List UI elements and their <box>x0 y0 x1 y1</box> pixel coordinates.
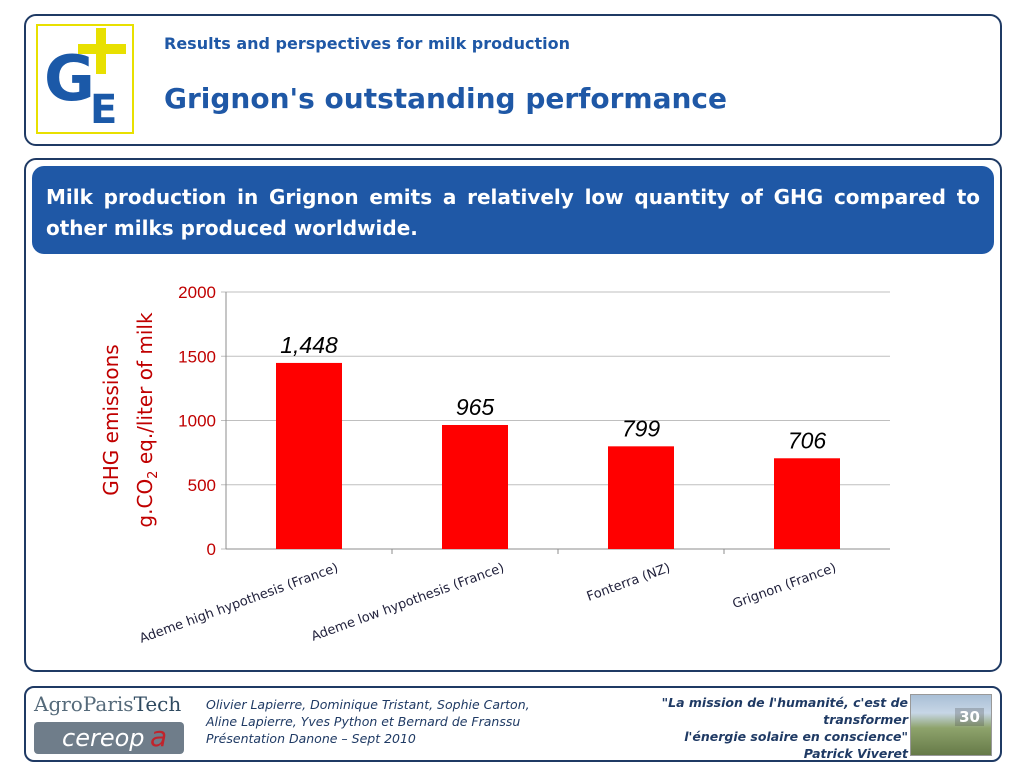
logo-letter-g: G <box>44 42 95 115</box>
agro-logo-part1: Agro <box>34 692 83 716</box>
data-label: 965 <box>456 394 495 420</box>
data-label: 706 <box>788 427 827 453</box>
bar <box>276 362 342 549</box>
quote-author: Patrick Viveret <box>803 746 908 761</box>
slide-title: Grignon's outstanding performance <box>164 82 727 115</box>
main-panel: Milk production in Grignon emits a relat… <box>24 158 1002 672</box>
bar <box>774 458 840 549</box>
section-subtitle: Results and perspectives for milk produc… <box>164 34 570 53</box>
campus-photo <box>910 694 992 756</box>
y-tick-label: 1000 <box>178 412 216 431</box>
agroparistech-logo: AgroParisTech <box>34 692 184 720</box>
y-tick-label: 500 <box>188 476 216 495</box>
quote-line-1: "La mission de l'humanité, c'est de tran… <box>661 695 908 727</box>
y-axis-title-line-1: GHG emissions <box>99 344 123 495</box>
logo-plus-horizontal <box>78 44 126 54</box>
agro-logo-part3: Tech <box>133 692 182 716</box>
cereopa-logo-main: cereop <box>62 724 145 752</box>
bar <box>608 446 674 549</box>
authors-line-2: Aline Lapierre, Yves Python et Bernard d… <box>206 714 521 729</box>
authors-credit: Olivier Lapierre, Dominique Tristant, So… <box>206 696 596 747</box>
category-label: Fonterra (NZ) <box>585 561 672 605</box>
quote: "La mission de l'humanité, c'est de tran… <box>578 694 908 762</box>
y-tick-label: 0 <box>207 540 216 559</box>
agro-logo-part2: Paris <box>82 692 134 716</box>
quote-line-2: l'énergie solaire en conscience" <box>684 729 908 744</box>
presentation-line: Présentation Danone – Sept 2010 <box>206 731 416 746</box>
y-tick-label: 2000 <box>178 283 216 302</box>
cereopa-logo-accent: a <box>150 720 168 753</box>
logo-letter-e: E <box>90 87 118 133</box>
ge-logo: G E <box>36 24 134 134</box>
authors-line-1: Olivier Lapierre, Dominique Tristant, So… <box>206 697 530 712</box>
footer-panel: AgroParisTech cereop a Olivier Lapierre,… <box>24 686 1002 762</box>
data-label: 1,448 <box>280 332 338 358</box>
y-tick-label: 1500 <box>178 347 216 366</box>
category-label: Grignon (France) <box>731 561 839 612</box>
slide-number: 30 <box>955 708 984 726</box>
header-panel: G E Results and perspectives for milk pr… <box>24 14 1002 146</box>
data-label: 799 <box>622 415 661 441</box>
y-axis-title-line-2: g.CO2 eq./liter of milk <box>133 312 161 528</box>
cereopa-logo: cereop a <box>34 720 184 754</box>
key-message-banner: Milk production in Grignon emits a relat… <box>32 166 994 254</box>
bar <box>442 424 508 549</box>
